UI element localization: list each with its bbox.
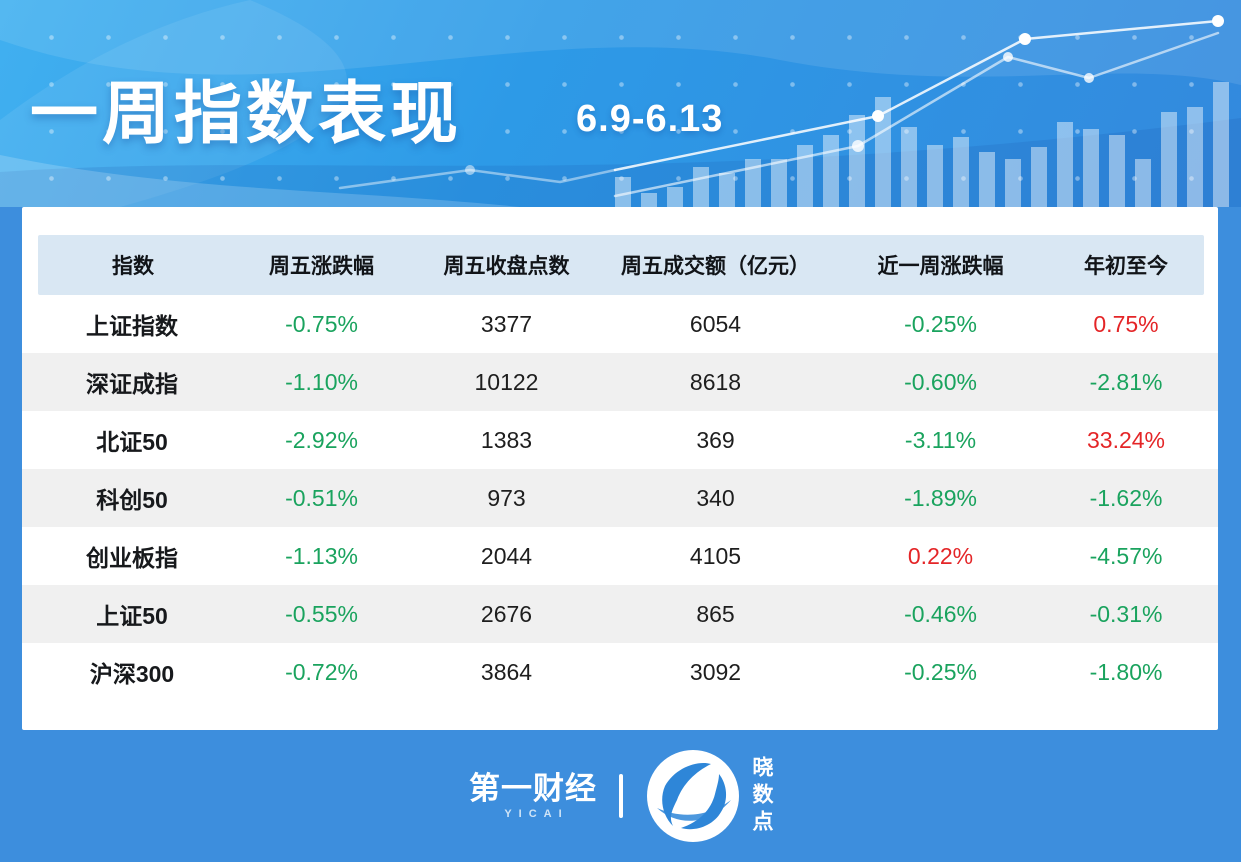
- table-cell: -1.13%: [285, 542, 358, 569]
- dot-grid-pattern: [0, 0, 1241, 207]
- table-cell: -1.80%: [1089, 658, 1163, 685]
- table-cell: 865: [696, 600, 735, 627]
- table-cell: 4105: [689, 542, 742, 569]
- table-cell: -0.72%: [285, 658, 358, 685]
- yicai-logo-text: 第一财经: [469, 770, 597, 806]
- footer: 第一财经 YICAI 晓数点: [0, 730, 1241, 862]
- table-cell: 973: [487, 484, 526, 511]
- table-cell: 3092: [689, 658, 742, 685]
- table-cell: -0.51%: [285, 484, 358, 511]
- column-header-week-change: 近一周涨跌幅: [877, 255, 1004, 278]
- table-cell: 2676: [480, 600, 533, 627]
- index-name: 创业板指: [86, 545, 178, 571]
- table-cell: -3.11%: [904, 426, 977, 453]
- table-cell: 0.75%: [1093, 310, 1159, 337]
- table-row: 北证50 -2.92% 1383 369 -3.11% 33.24%: [22, 411, 1218, 469]
- table-cell: 33.24%: [1086, 426, 1165, 453]
- index-name: 科创50: [96, 487, 168, 513]
- column-header-index: 指数: [112, 255, 154, 278]
- table-cell: -2.92%: [285, 426, 358, 453]
- index-name: 上证指数: [86, 313, 178, 339]
- table-cell: -0.46%: [904, 600, 977, 627]
- line-chart-decoration: [338, 15, 1224, 198]
- table-cell: -4.57%: [1089, 542, 1163, 569]
- table-cell: 3377: [480, 310, 533, 337]
- table-row: 深证成指 -1.10% 10122 8618 -0.60% -2.81%: [22, 353, 1218, 411]
- table-cell: 10122: [474, 368, 539, 395]
- logo-divider: [619, 774, 623, 818]
- table-row: 上证50 -0.55% 2676 865 -0.46% -0.31%: [22, 585, 1218, 643]
- table-cell: 8618: [689, 368, 742, 395]
- table-cell: 2044: [480, 542, 533, 569]
- table-cell: -0.25%: [904, 658, 977, 685]
- table-row: 科创50 -0.51% 973 340 -1.89% -1.62%: [22, 469, 1218, 527]
- table-cell: -0.25%: [904, 310, 977, 337]
- yicai-logo: 第一财经 YICAI: [469, 773, 597, 820]
- index-name: 沪深300: [89, 661, 175, 687]
- table-cell: 3864: [480, 658, 533, 685]
- table-cell: 369: [696, 426, 735, 453]
- column-header-friday-close: 周五收盘点数: [443, 255, 570, 278]
- table-cell: 0.22%: [907, 542, 974, 569]
- table-cell: 340: [696, 484, 735, 511]
- table-cell: -0.60%: [904, 368, 977, 395]
- table-row: 上证指数 -0.75% 3377 6054 -0.25% 0.75%: [22, 295, 1218, 353]
- table-cell: -0.55%: [285, 600, 358, 627]
- bar-chart-decoration: [338, 15, 1229, 207]
- index-name: 北证50: [96, 429, 168, 455]
- table-cell: -0.31%: [1089, 600, 1163, 627]
- index-name: 深证成指: [86, 371, 178, 397]
- xiaoshudian-logo: 晓数点: [645, 748, 773, 844]
- table-header-row: 指数 周五涨跌幅 周五收盘点数 周五成交额（亿元） 近一周涨跌幅 年初至今: [38, 235, 1204, 295]
- xiaoshudian-circle-icon: [647, 750, 739, 842]
- table-cell: 6054: [689, 310, 742, 337]
- table-cell: -2.81%: [1089, 368, 1163, 395]
- table-cell: -1.62%: [1089, 484, 1163, 511]
- index-table-card: 指数 周五涨跌幅 周五收盘点数 周五成交额（亿元） 近一周涨跌幅 年初至今 上证…: [22, 207, 1218, 730]
- wave-decoration: [0, 0, 1241, 207]
- table-cell: -1.89%: [904, 484, 977, 511]
- table-body: 上证指数 -0.75% 3377 6054 -0.25% 0.75% 深证成指 …: [22, 295, 1218, 701]
- table-cell: -1.10%: [285, 368, 358, 395]
- column-header-friday-turnover: 周五成交额（亿元）: [621, 255, 810, 278]
- page-title: 一周指数表现: [30, 76, 463, 152]
- xiaoshudian-logo-text: 晓数点: [750, 755, 773, 837]
- banner: 一周指数表现 6.9-6.13: [0, 0, 1241, 207]
- table-cell: -0.75%: [285, 310, 358, 337]
- index-name: 上证50: [96, 603, 168, 629]
- column-header-friday-change: 周五涨跌幅: [269, 255, 374, 278]
- table-cell: 1383: [480, 426, 533, 453]
- date-range-label: 6.9-6.13: [576, 98, 724, 140]
- yicai-logo-subtext: YICAI: [504, 807, 569, 820]
- table-row: 创业板指 -1.13% 2044 4105 0.22% -4.57%: [22, 527, 1218, 585]
- table-row: 沪深300 -0.72% 3864 3092 -0.25% -1.80%: [22, 643, 1218, 701]
- column-header-ytd: 年初至今: [1084, 255, 1168, 278]
